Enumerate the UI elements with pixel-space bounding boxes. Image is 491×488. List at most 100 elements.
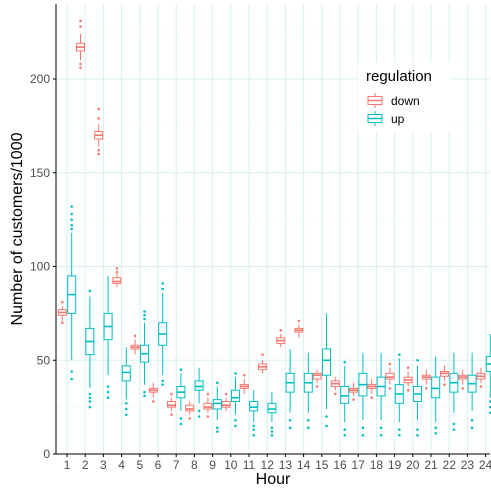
outlier-point — [143, 317, 146, 321]
legend: regulation down up — [358, 62, 450, 132]
x-tick-label: 9 — [209, 458, 216, 472]
outlier-point — [416, 358, 419, 362]
box-down-2 — [76, 19, 85, 70]
box-down-1 — [57, 300, 67, 325]
box-iqr — [431, 376, 441, 399]
outlier-point — [88, 396, 92, 400]
outlier-point — [206, 415, 210, 418]
box-down-9 — [203, 392, 213, 418]
box-iqr — [112, 277, 122, 284]
x-axis-title: Hour — [256, 471, 291, 488]
outlier-point — [79, 62, 82, 66]
x-tick-label: 22 — [443, 458, 457, 472]
outlier-point — [216, 430, 219, 433]
box-up-11 — [249, 390, 259, 437]
x-tick-label: 14 — [297, 458, 311, 472]
outlier-point — [179, 422, 183, 426]
outlier-point — [188, 417, 191, 420]
outlier-point — [288, 418, 292, 422]
box-down-18 — [367, 379, 377, 400]
box-down-11 — [239, 373, 249, 394]
outlier-point — [161, 383, 164, 386]
outlier-point — [307, 426, 310, 430]
box-up-1 — [67, 205, 77, 381]
x-ticks: 1 2 3 4 5 6 7 8 9 10 11 12 13 14 15 16 17 18 19 20 21 22 23 24 — [64, 454, 491, 472]
box-up-9 — [212, 381, 222, 433]
x-tick-label: 18 — [370, 458, 384, 472]
outlier-point — [133, 334, 137, 338]
x-tick-label: 24 — [479, 458, 491, 472]
outlier-point — [361, 433, 365, 437]
box-iqr — [340, 386, 350, 404]
box-up-6 — [158, 282, 168, 386]
outlier-point — [152, 400, 155, 403]
outlier-point — [388, 387, 392, 390]
x-tick-label: 20 — [406, 458, 420, 472]
x-tick-label: 19 — [388, 458, 402, 472]
outlier-point — [234, 372, 237, 375]
legend-label-up: up — [391, 112, 405, 126]
legend-title: regulation — [366, 68, 432, 85]
box-iqr — [194, 380, 204, 391]
outlier-point — [143, 310, 146, 313]
outlier-point — [406, 366, 410, 370]
box-up-4 — [121, 347, 131, 416]
outlier-point — [70, 205, 73, 208]
outlier-point — [416, 433, 419, 437]
outlier-point — [479, 385, 483, 388]
x-tick-label: 11 — [243, 458, 256, 472]
outlier-point — [452, 428, 456, 431]
box-down-7 — [167, 392, 176, 416]
outlier-point — [79, 19, 82, 23]
box-iqr — [385, 372, 395, 380]
box-up-20 — [413, 358, 422, 437]
box-down-15 — [312, 369, 322, 388]
box-down-22 — [440, 365, 449, 386]
outlier-point — [70, 370, 73, 373]
outlier-point — [461, 387, 465, 390]
box-iqr — [231, 389, 240, 402]
boxes-layer — [57, 19, 491, 437]
outlier-point — [97, 152, 100, 156]
x-tick-label: 1 — [64, 458, 71, 472]
x-tick-label: 16 — [333, 458, 347, 472]
legend-key-down — [367, 93, 383, 108]
outlier-point — [243, 373, 246, 377]
outlier-point — [88, 289, 92, 293]
outlier-point — [252, 424, 255, 428]
box-up-16 — [340, 360, 350, 437]
x-tick-label: 5 — [136, 458, 143, 472]
box-down-4 — [112, 267, 122, 288]
y-axis-title: Number of customers/1000 — [9, 132, 26, 325]
outlier-point — [398, 353, 401, 356]
outlier-point — [143, 390, 146, 394]
box-iqr — [167, 401, 176, 408]
outlier-point — [343, 433, 347, 437]
box-down-14 — [294, 319, 304, 338]
box-up-7 — [176, 368, 186, 426]
box-down-16 — [330, 377, 340, 396]
outlier-point — [79, 66, 82, 70]
outlier-point — [325, 424, 328, 428]
outlier-point — [270, 426, 274, 430]
outlier-point — [70, 218, 73, 221]
outlier-point — [379, 426, 383, 430]
outlier-point — [343, 360, 347, 364]
outlier-point — [416, 428, 419, 431]
outlier-point — [125, 407, 128, 411]
outlier-point — [97, 107, 100, 111]
x-tick-label: 8 — [191, 458, 198, 472]
y-tick-label: 200 — [30, 72, 50, 86]
outlier-point — [61, 300, 64, 304]
box-up-23 — [467, 352, 477, 430]
outlier-point — [88, 400, 92, 403]
outlier-point — [334, 392, 337, 396]
legend-label-down: down — [391, 94, 420, 108]
y-tick-label: 0 — [43, 447, 50, 461]
x-tick-label: 10 — [224, 458, 238, 472]
box-down-17 — [349, 382, 358, 401]
outlier-point — [224, 392, 228, 396]
y-tick-label: 150 — [30, 166, 50, 180]
outlier-point — [270, 430, 274, 433]
